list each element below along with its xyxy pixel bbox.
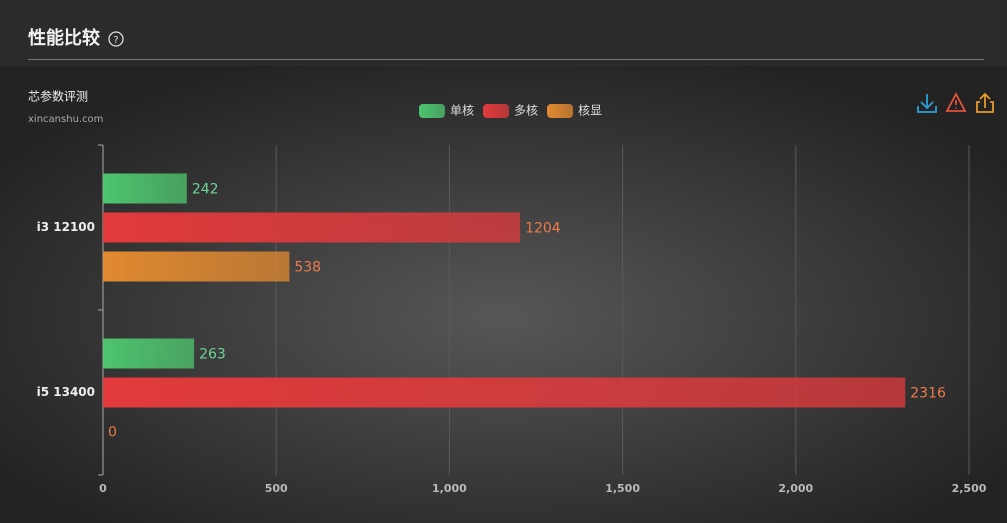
download-icon[interactable] [917, 94, 937, 113]
bar [103, 377, 906, 408]
chart-subtitle: xincanshu.com [28, 114, 103, 125]
x-tick-label: 0 [99, 482, 107, 495]
legend-swatch [483, 104, 510, 118]
y-tick-label: i3 12100 [37, 220, 95, 234]
chart-title: 芯参数评测 [28, 89, 88, 104]
bar [103, 338, 195, 369]
svg-text:?: ? [113, 35, 118, 46]
value-label: 538 [294, 260, 321, 276]
x-tick-label: 2,000 [778, 482, 813, 495]
x-tick-label: 500 [265, 482, 288, 495]
legend-label: 核显 [578, 104, 602, 118]
value-label: 2316 [910, 386, 946, 402]
x-tick-label: 2,500 [952, 482, 987, 495]
bar [103, 251, 290, 282]
help-icon[interactable]: ? [108, 31, 124, 47]
bar [103, 173, 187, 204]
share-icon[interactable] [976, 92, 994, 113]
report-icon[interactable] [945, 92, 967, 112]
x-tick-label: 1,500 [605, 482, 640, 495]
legend-label: 单核 [450, 104, 474, 118]
legend-label: 多核 [514, 104, 538, 118]
legend-swatch [547, 104, 574, 118]
bar [103, 212, 521, 243]
x-tick-label: 1,000 [432, 482, 467, 495]
y-tick-label: i5 13400 [37, 385, 95, 399]
header-title: 性能比较 [28, 27, 100, 49]
chart-bg [0, 66, 1007, 523]
value-label: 242 [192, 182, 219, 198]
value-label: 1204 [525, 221, 561, 237]
value-label: 263 [199, 347, 226, 363]
legend-swatch [419, 104, 445, 118]
header-bg [0, 0, 1007, 66]
value-label: 0 [108, 425, 117, 441]
